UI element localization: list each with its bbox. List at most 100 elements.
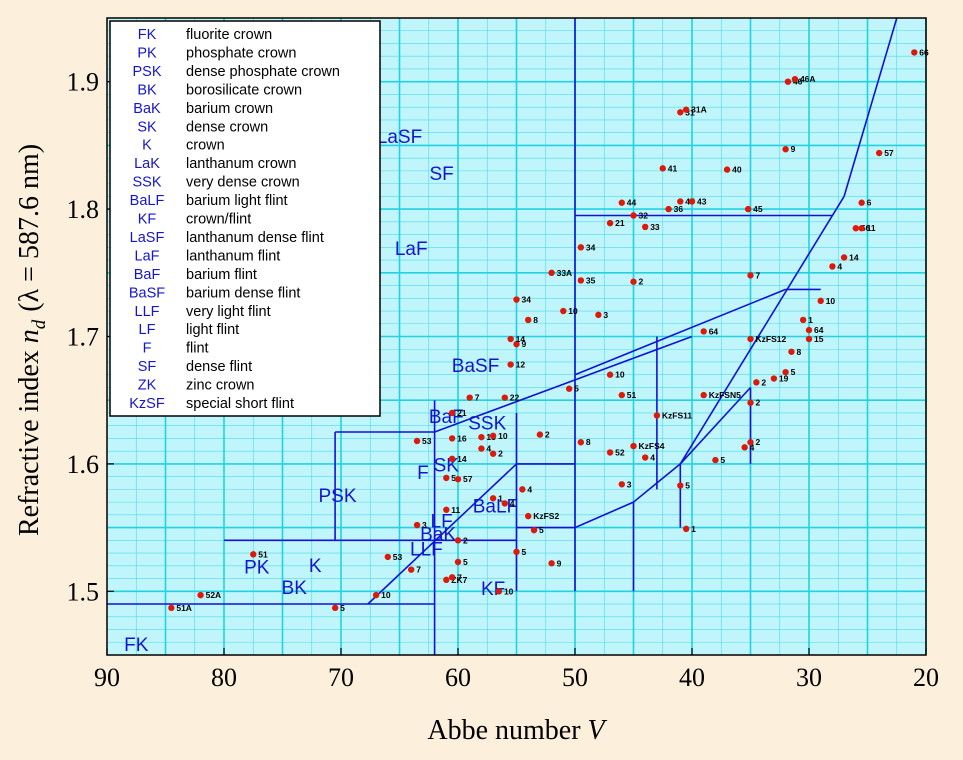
glass-point [630,442,637,450]
glass-point [677,109,684,116]
point-label: 5 [451,473,456,483]
point-label: 4 [486,444,491,454]
legend-name: crown/flint [186,212,251,228]
glass-point [677,482,684,489]
point-label: 14 [516,334,526,344]
region-boundaries [107,17,898,655]
glass-point [525,316,532,324]
legend-name: flint [186,341,209,357]
glass-point [443,576,450,584]
glass-point [829,263,836,270]
region-label: KF [481,579,505,600]
y-tick-label: 1.8 [67,195,100,224]
glass-point [606,219,614,227]
legend-code: FK [138,27,157,43]
point-label: 6 [867,198,872,208]
glass-point [168,604,175,612]
glass-point [876,149,883,157]
point-label: 1 [691,524,696,534]
legend-name: barium crown [186,101,273,117]
legend-code: LaK [134,156,160,172]
point-label: 11 [451,505,460,515]
boundary-line [574,288,786,376]
point-label: 46A [800,74,816,84]
x-axis-label: Abbe number V [427,715,607,746]
region-label: BaSF [452,356,500,377]
point-label: 3 [627,479,632,489]
glass-point [753,379,760,386]
glass-point [782,368,789,376]
point-label: 7 [457,572,462,582]
glass-point [653,412,661,419]
glass-point [618,199,625,206]
point-label: 57 [884,148,894,158]
legend-code: BK [137,82,157,98]
point-label: 56 [861,223,871,233]
point-label: KzFS12 [756,334,787,344]
legend-code: KzSF [129,396,165,412]
region-label: LaSF [377,127,422,148]
point-label: 64 [814,325,824,335]
point-label: KzFS4 [639,441,665,451]
glass-point [519,486,526,493]
glass-point [840,254,848,261]
glass-point [489,432,497,440]
glass-point [448,574,456,581]
point-label: 53 [393,552,403,562]
legend-name: very light flint [186,304,271,320]
point-label: 51 [627,390,637,400]
glass-point [331,604,339,612]
legend-code: F [143,341,152,357]
glass-point [507,361,514,368]
point-label: 31A [691,105,707,115]
point-label: 4 [650,453,655,463]
legend-name: special short flint [186,396,294,412]
glass-point [770,375,778,382]
glass-point [791,75,799,83]
legend-name: zinc crown [186,378,255,394]
point-label: 1 [498,493,503,503]
legend-box [109,20,381,417]
point-label: 8 [586,437,591,447]
point-label: 31 [685,107,695,117]
legend-name: barium dense flint [186,285,300,301]
point-label: 7 [475,393,480,403]
glass-point [723,166,731,173]
glass-point [454,475,462,483]
point-label: 1 [808,315,813,325]
legend-name: very dense crown [186,175,300,191]
glass-point [747,439,754,446]
point-label: KzFSN5 [709,390,741,400]
x-tick-label: 50 [562,663,588,692]
point-label: 3 [422,520,427,530]
boundary-line [574,501,634,529]
boundary-line [434,335,693,433]
legend-code: PSK [132,64,161,80]
region-label: LLF [410,540,443,561]
glass-point [525,512,532,520]
legend-code: BaF [134,267,161,283]
glass-point [530,526,538,534]
legend-name: barium light flint [186,193,288,209]
point-label: 5 [685,481,690,491]
point-label: KzFS11 [662,410,693,420]
point-label: 11 [867,223,876,233]
point-label: 35 [586,275,596,285]
x-tick-label: 40 [679,663,705,692]
glass-point [852,225,859,232]
region-label: PK [244,557,270,578]
legend-code: K [142,138,152,154]
glass-point [513,548,520,556]
glass-point [805,335,813,343]
point-label: 51A [176,603,192,613]
glass-point [372,591,380,599]
legend-name: dense crown [186,119,268,135]
point-label: 2 [756,398,761,408]
point-label: 2 [756,437,761,447]
glass-point [577,277,585,284]
glass-point [630,212,637,219]
region-label: FK [124,635,149,656]
y-tick-label: 1.5 [67,577,100,606]
glass-point [501,394,508,401]
glass-point [560,307,567,315]
